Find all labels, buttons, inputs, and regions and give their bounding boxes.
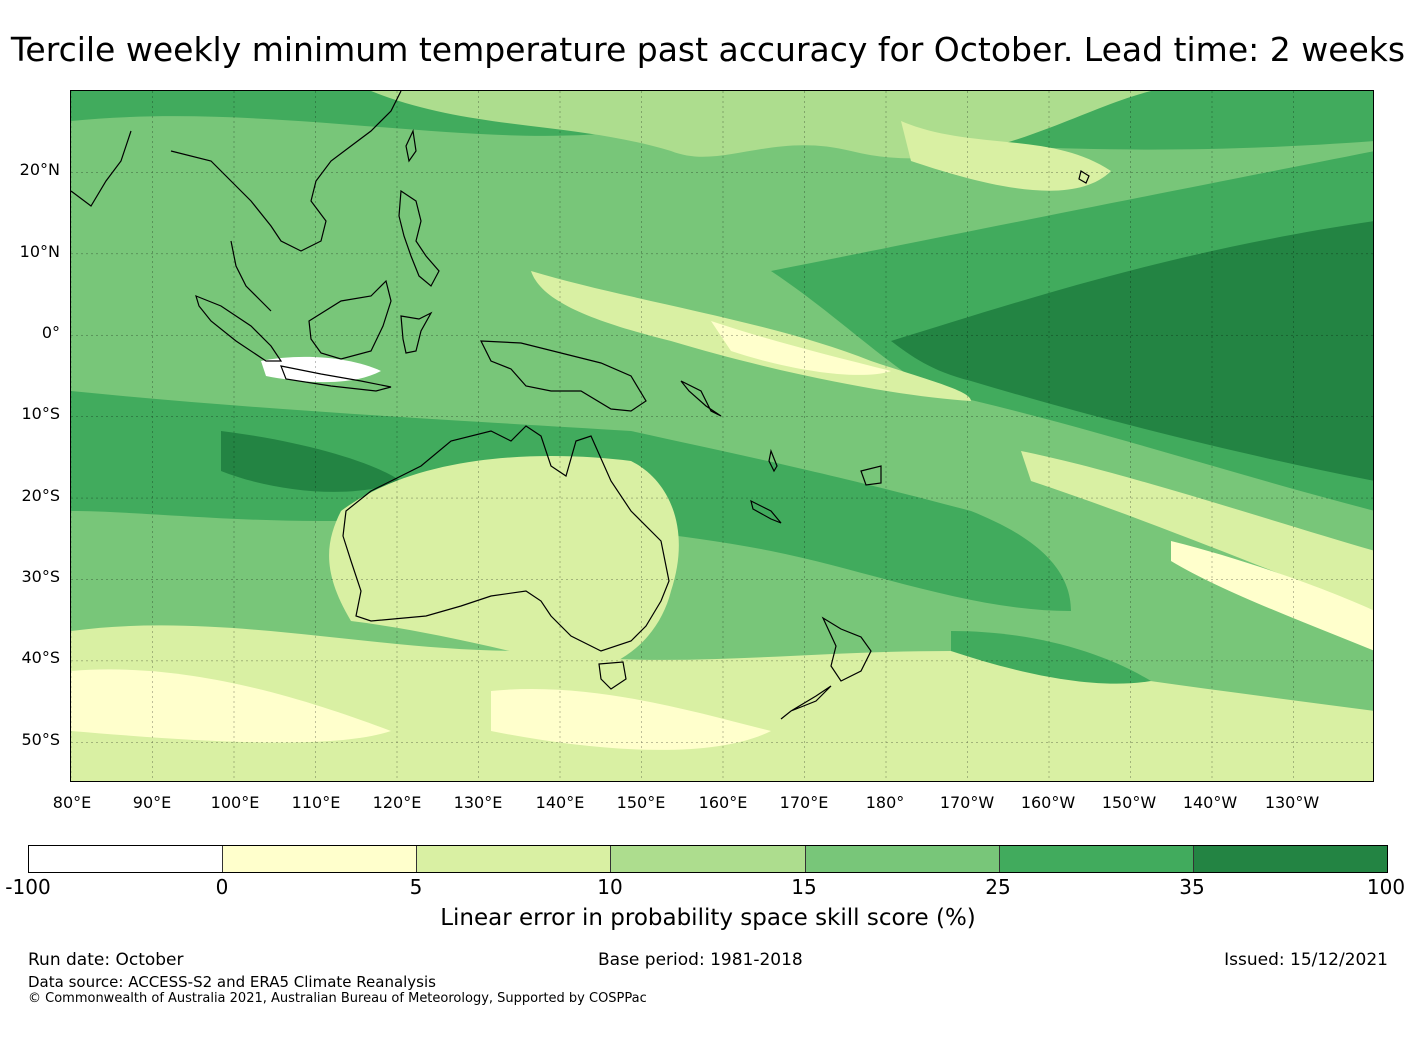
skill-band — [951, 631, 1151, 684]
lon-label: 170°W — [939, 793, 995, 812]
colorbar-segment — [1193, 846, 1387, 872]
lat-label: 10°N — [19, 242, 60, 261]
lon-label: 90°E — [132, 793, 172, 812]
indochina-coast — [170, 91, 402, 252]
data-source: Data source: ACCESS-S2 and ERA5 Climate … — [28, 973, 436, 991]
colorbar-tick: 25 — [985, 875, 1011, 899]
skill-band — [891, 221, 1373, 481]
skill-band — [1021, 451, 1373, 611]
sumatra-coast — [195, 294, 283, 362]
issued-date: Issued: 15/12/2021 — [1224, 950, 1388, 970]
colorbar-tick: 5 — [409, 875, 423, 899]
tasmania-coast — [598, 661, 627, 690]
java-coast — [280, 365, 392, 392]
india-coast — [71, 130, 132, 207]
skill-score-map — [70, 90, 1374, 782]
colorbar-tick: 0 — [215, 875, 229, 899]
map-canvas — [71, 91, 1373, 781]
colorbar-segment — [223, 846, 418, 872]
colorbar-tick: 10 — [597, 875, 623, 899]
lat-label: 10°S — [21, 404, 60, 423]
vanuatu-coast — [768, 448, 778, 473]
solomons-coast — [680, 380, 722, 417]
colorbar-tick: 35 — [1179, 875, 1205, 899]
skill-band — [1171, 541, 1373, 651]
taiwan-coast — [405, 128, 417, 163]
chart-title: Tercile weekly minimum temperature past … — [10, 30, 1406, 69]
lon-label: 120°E — [372, 793, 422, 812]
lon-label: 100°E — [210, 793, 260, 812]
graticule — [71, 91, 1373, 781]
lat-label: 50°S — [21, 730, 60, 749]
skill-band — [221, 431, 401, 492]
lon-label: 80°E — [52, 793, 92, 812]
new-caledonia-coast — [750, 499, 782, 524]
colorbar-tick: 100 — [1366, 875, 1406, 899]
sulawesi-coast — [400, 311, 433, 354]
australia-coast — [342, 425, 670, 652]
lon-label: 140°W — [1182, 793, 1238, 812]
malay-peninsula-coast — [230, 240, 272, 312]
new-zealand-coast — [780, 616, 872, 720]
colorbar — [28, 845, 1388, 873]
lon-label: 110°E — [291, 793, 341, 812]
colorbar-segment — [417, 846, 612, 872]
colorbar-title: Linear error in probability space skill … — [440, 905, 976, 931]
copyright: © Commonwealth of Australia 2021, Austra… — [28, 991, 647, 1006]
skill-band — [711, 321, 891, 375]
philippines-coast — [398, 189, 440, 287]
lat-label: 20°N — [19, 160, 60, 179]
lon-label: 130°E — [453, 793, 503, 812]
lon-label: 140°E — [535, 793, 585, 812]
lon-label: 160°W — [1020, 793, 1076, 812]
hawaii-coast — [1078, 170, 1090, 184]
coastlines — [71, 91, 1090, 720]
colorbar-segment — [805, 846, 1000, 872]
new-guinea-coast — [480, 340, 647, 412]
run-date: Run date: October — [28, 950, 184, 970]
lon-label: 180° — [865, 793, 905, 812]
lat-label: 40°S — [21, 648, 60, 667]
lon-label: 150°W — [1101, 793, 1157, 812]
skill-band — [491, 689, 771, 750]
lon-label: 170°E — [779, 793, 829, 812]
borneo-coast — [308, 279, 392, 360]
lat-label: 30°S — [21, 567, 60, 586]
lat-label: 0° — [41, 323, 60, 342]
skill-band — [71, 669, 391, 743]
lat-label: 20°S — [21, 486, 60, 505]
lon-label: 150°E — [616, 793, 666, 812]
colorbar-segment — [611, 846, 806, 872]
colorbar-tick: 15 — [791, 875, 817, 899]
base-period: Base period: 1981-2018 — [598, 950, 803, 970]
lon-label: 160°E — [698, 793, 748, 812]
colorbar-segment — [29, 846, 224, 872]
colorbar-tick: -100 — [5, 875, 51, 899]
fiji-coast — [860, 465, 882, 486]
skill-band — [261, 356, 381, 383]
skill-bands — [71, 91, 1373, 781]
lon-label: 130°W — [1264, 793, 1320, 812]
skill-band — [901, 121, 1111, 191]
colorbar-segment — [999, 846, 1194, 872]
